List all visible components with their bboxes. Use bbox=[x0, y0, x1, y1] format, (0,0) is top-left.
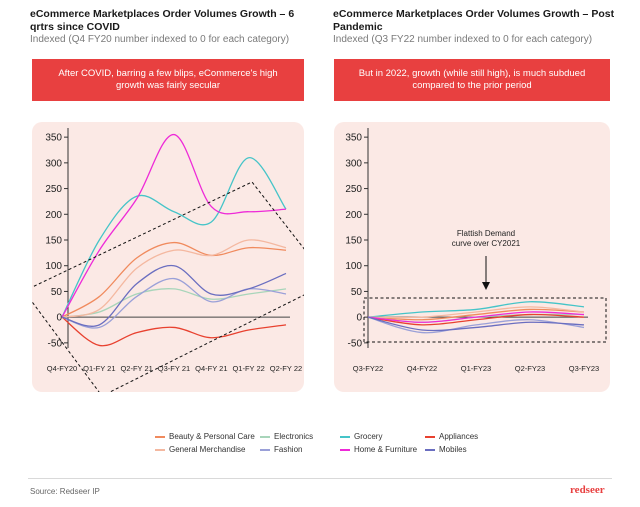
left-x-tick-label: Q1-FY 22 bbox=[232, 364, 264, 373]
left-series-line bbox=[61, 157, 287, 318]
legend-item: Home & Furniture bbox=[340, 445, 417, 454]
right-chart-title: eCommerce Marketplaces Order Volumes Gro… bbox=[333, 8, 615, 33]
left-y-tick-label: 100 bbox=[45, 261, 62, 272]
right-callout: But in 2022, growth (while still high), … bbox=[334, 59, 610, 101]
right-y-tick-label: 150 bbox=[345, 236, 362, 247]
legend-swatch bbox=[425, 448, 435, 451]
left-chart-panel: -50 0 50 100 150 200 250 300 350 Q4-FY20 Q1-FY 21 Q… bbox=[23, 122, 331, 397]
right-series-line bbox=[367, 306, 585, 319]
source-note: Source: Redseer IP bbox=[30, 487, 100, 496]
left-y-tick-label: 50 bbox=[51, 287, 63, 298]
right-y-tick-label: 300 bbox=[345, 158, 362, 169]
right-y-tick-label: 350 bbox=[345, 133, 362, 144]
right-y-tick-label: 0 bbox=[356, 313, 362, 324]
right-y-tick-label: 200 bbox=[345, 210, 362, 221]
right-series-line bbox=[367, 311, 585, 323]
left-y-tick-label: 0 bbox=[56, 313, 62, 324]
right-x-tick-label: Q3-FY22 bbox=[353, 364, 383, 373]
right-x-tick-label: Q3-FY23 bbox=[569, 364, 599, 373]
left-x-tick-label: Q2-FY 22 bbox=[270, 364, 302, 373]
left-y-tick-label: -50 bbox=[48, 338, 63, 349]
left-chart-title: eCommerce Marketplaces Order Volumes Gro… bbox=[30, 8, 295, 33]
brand-logo: redseer bbox=[570, 484, 605, 496]
legend-label: Electronics bbox=[274, 432, 314, 441]
left-x-tick-label: Q3-FY 21 bbox=[158, 364, 190, 373]
left-y-tick-label: 350 bbox=[45, 133, 62, 144]
left-x-tick-label: Q1-FY 21 bbox=[83, 364, 115, 373]
right-series-line bbox=[367, 316, 585, 334]
right-x-tick-label: Q1-FY23 bbox=[461, 364, 491, 373]
right-y-tick-label: -50 bbox=[348, 338, 363, 349]
legend-item: Beauty & Personal Care bbox=[155, 432, 255, 441]
left-series-line bbox=[61, 133, 287, 318]
legend-item: Appliances bbox=[425, 432, 478, 441]
right-x-tick-label: Q2-FY23 bbox=[515, 364, 545, 373]
left-series-line bbox=[61, 288, 287, 318]
left-y-tick-label: 200 bbox=[45, 210, 62, 221]
legend-swatch bbox=[155, 448, 165, 451]
legend-item: Mobiles bbox=[425, 445, 467, 454]
left-series-line bbox=[61, 241, 287, 318]
left-series-line bbox=[61, 277, 287, 329]
right-series-line bbox=[367, 316, 585, 332]
footer-divider bbox=[28, 478, 612, 479]
legend-swatch bbox=[155, 435, 165, 438]
legend-swatch bbox=[340, 435, 350, 438]
left-callout: After COVID, barring a few blips, eComme… bbox=[32, 59, 304, 101]
right-annotation-text: Flattish Demand curve over CY2021 bbox=[452, 229, 521, 248]
legend-label: General Merchandise bbox=[169, 445, 246, 454]
legend-item: Grocery bbox=[340, 432, 382, 441]
right-x-tick-label: Q4-FY22 bbox=[407, 364, 437, 373]
legend-swatch bbox=[260, 435, 270, 438]
legend-label: Fashion bbox=[274, 445, 303, 454]
legend-swatch bbox=[260, 448, 270, 451]
left-y-tick-label: 300 bbox=[45, 158, 62, 169]
left-chart-subtitle: Indexed (Q4 FY20 number indexed to 0 for… bbox=[30, 34, 290, 45]
legend-label: Appliances bbox=[439, 432, 479, 441]
right-series-line bbox=[367, 313, 585, 326]
left-series-line bbox=[61, 316, 287, 347]
legend-swatch bbox=[340, 448, 350, 451]
left-x-tick-label: Q2-FY 21 bbox=[120, 364, 152, 373]
right-annotation-arrowhead bbox=[482, 282, 490, 290]
left-line-chart: -50 0 50 100 150 200 250 300 350 Q4-FY20 Q1-FY 21 Q… bbox=[23, 128, 331, 397]
legend-label: Beauty & Personal Care bbox=[169, 432, 255, 441]
legend-item: Electronics bbox=[260, 432, 313, 441]
left-series-line bbox=[61, 264, 287, 327]
right-chart-panel: -50 0 50 100 150 200 250 300 350 Q3-FY22 Q4-FY22 Q1… bbox=[334, 122, 610, 392]
right-series-line bbox=[367, 308, 585, 321]
right-chart-subtitle: Indexed (Q3 FY22 number indexed to 0 for… bbox=[333, 34, 593, 45]
left-series-line bbox=[61, 239, 287, 318]
legend-label: Grocery bbox=[354, 432, 383, 441]
left-y-tick-label: 250 bbox=[45, 184, 62, 195]
legend-swatch bbox=[425, 435, 435, 438]
left-x-tick-label: Q4-FY 21 bbox=[195, 364, 227, 373]
legend-item: Fashion bbox=[260, 445, 302, 454]
left-y-tick-label: 150 bbox=[45, 236, 62, 247]
right-y-tick-label: 50 bbox=[351, 287, 363, 298]
left-x-tick-label: Q4-FY20 bbox=[47, 364, 77, 373]
legend-item: General Merchandise bbox=[155, 445, 245, 454]
right-line-chart: -50 0 50 100 150 200 250 300 350 Q3-FY22 Q4-FY22 Q1… bbox=[345, 128, 607, 373]
right-series-line bbox=[367, 301, 585, 318]
legend-label: Home & Furniture bbox=[354, 445, 418, 454]
left-highlight-box bbox=[23, 181, 331, 397]
legend-label: Mobiles bbox=[439, 445, 467, 454]
right-y-tick-label: 100 bbox=[345, 261, 362, 272]
right-highlight-box bbox=[363, 297, 607, 343]
right-y-tick-label: 250 bbox=[345, 184, 362, 195]
